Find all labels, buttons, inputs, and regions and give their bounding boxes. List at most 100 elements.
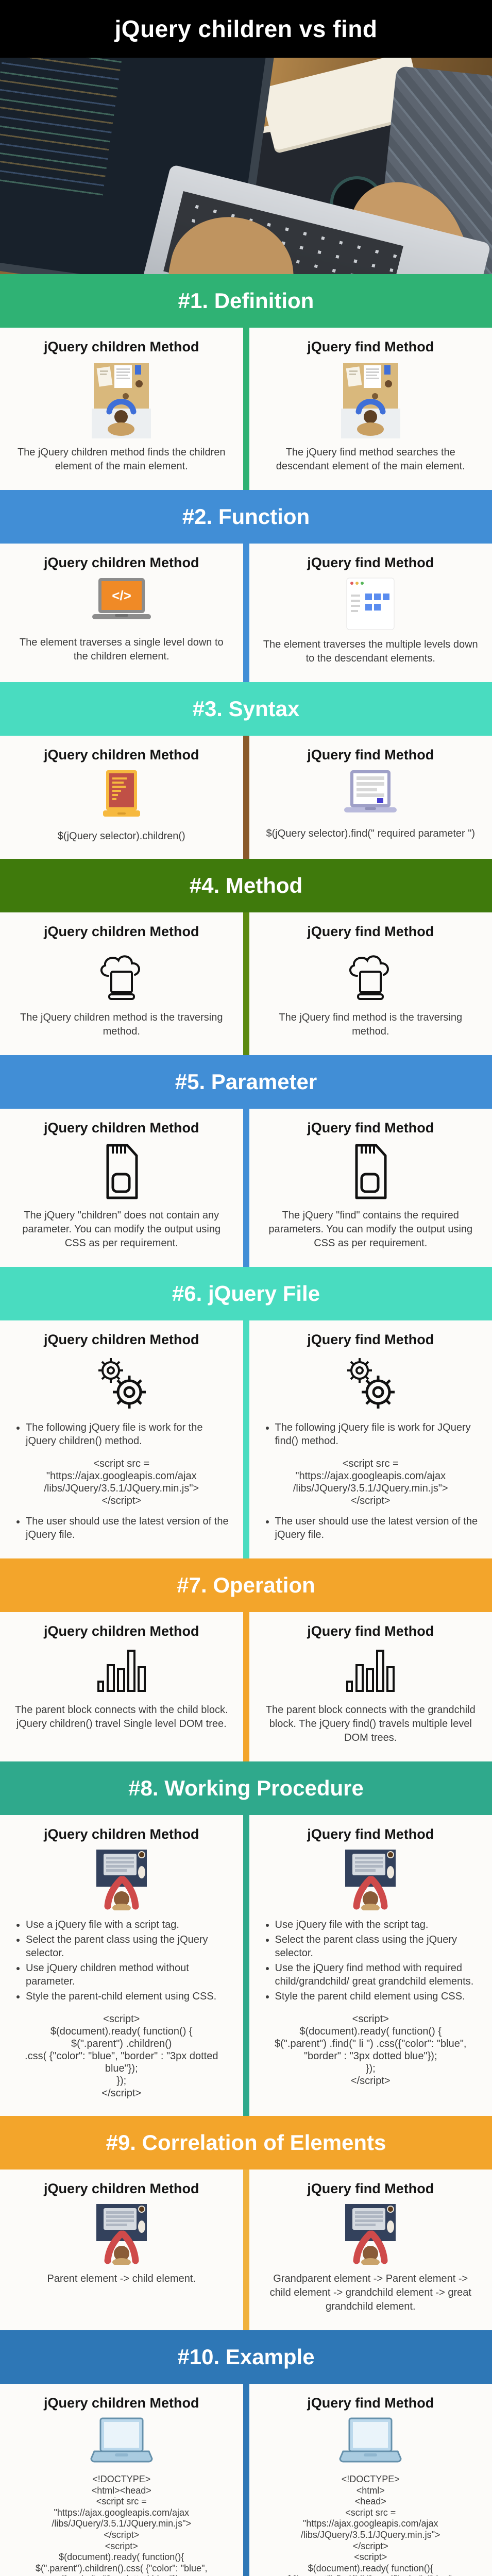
bar-chart-icon: [91, 1646, 152, 1696]
column-title: jQuery find Method: [307, 1826, 434, 1842]
cloud-device-icon: [91, 946, 152, 1004]
section-content: jQuery children Method </> The element tra…: [0, 544, 492, 682]
section-col-left: jQuery children Method <!DOCTYPE> <html><…: [0, 2384, 243, 2576]
gears-icon: [90, 1354, 153, 1413]
laptop-code-icon: </>: [83, 577, 160, 629]
body-text: The jQuery "children" does not contain a…: [22, 1210, 221, 1249]
column-divider: [243, 912, 249, 1055]
section-10: #10. Example jQuery children Method <!DOCT…: [0, 2330, 492, 2576]
section-banner: #6. jQuery File: [0, 1267, 492, 1320]
column-divider: [243, 1612, 249, 1761]
section-content: jQuery children Method Parent element -> …: [0, 2170, 492, 2330]
column-title: jQuery find Method: [307, 1120, 434, 1136]
section-content: jQuery children Method $(jQuery selector)…: [0, 736, 492, 859]
section-col-left: jQuery children Method The jQuery childre…: [0, 912, 243, 1055]
sd-card-icon: [98, 1142, 145, 1201]
section-col-right: jQuery find Method $(jQuery selector).fin…: [249, 736, 492, 859]
section-col-right: jQuery find Method The parent block conne…: [249, 1612, 492, 1761]
code-block: <script src = "https://ajax.googleapis.c…: [293, 1458, 448, 1506]
body-text: The jQuery children method finds the chi…: [17, 447, 226, 472]
title-bar: jQuery children vs find: [0, 0, 492, 58]
column-title: jQuery children Method: [43, 1120, 199, 1136]
body-text: The parent block connects with the child…: [14, 1704, 228, 1730]
desk-person-icon: [341, 361, 400, 438]
bullet-list: The following jQuery file is work for JQ…: [262, 1419, 480, 1449]
section-banner-title: #1. Definition: [178, 289, 314, 313]
gears-icon: [339, 1354, 402, 1413]
code-block: <!DOCTYPE> <html> <head> <script src = "…: [287, 2474, 454, 2576]
bullet-item: The user should use the latest version o…: [26, 1515, 231, 1541]
section-col-right: jQuery find Method Use jQuery file with t…: [249, 1815, 492, 2116]
section-col-left: jQuery children Method Parent element -> …: [0, 2170, 243, 2330]
laptop-blue-icon: [332, 2417, 409, 2465]
column-title: jQuery children Method: [43, 1623, 199, 1639]
bullet-item: Select the parent class using the jQuery…: [26, 1933, 231, 1960]
typing-person-icon: [337, 2203, 404, 2265]
section-1: #1. Definition jQuery children Method The …: [0, 274, 492, 490]
section-banner-title: #5. Parameter: [175, 1070, 317, 1094]
bullet-item: Use a jQuery file with a script tag.: [26, 1918, 231, 1931]
column-title: jQuery find Method: [307, 2181, 434, 2196]
bar-chart-icon: [340, 1646, 401, 1696]
section-col-left: jQuery children Method $(jQuery selector)…: [0, 736, 243, 859]
section-col-right: jQuery find Method <!DOCTYPE> <html> <hea…: [249, 2384, 492, 2576]
code-block: $(jQuery selector).children(): [57, 831, 185, 842]
section-content: jQuery children Method Use a jQuery file …: [0, 1815, 492, 2116]
section-col-right: jQuery find Method The following jQuery f…: [249, 1320, 492, 1558]
bullet-item: Use jQuery file with the script tag.: [275, 1918, 480, 1931]
body-text: Parent element -> child element.: [47, 2273, 196, 2284]
column-title: jQuery children Method: [43, 747, 199, 762]
column-divider: [243, 1320, 249, 1558]
section-banner-title: #9. Correlation of Elements: [106, 2130, 386, 2155]
section-banner-title: #6. jQuery File: [172, 1281, 320, 1306]
section-content: jQuery children Method The parent block c…: [0, 1612, 492, 1761]
section-content: jQuery children Method The jQuery childre…: [0, 912, 492, 1055]
column-title: jQuery find Method: [307, 555, 434, 570]
bullet-list: The user should use the latest version o…: [262, 1513, 480, 1543]
body-text: The jQuery find method is the traversing…: [279, 1012, 463, 1037]
page-title: jQuery children vs find: [114, 15, 378, 42]
column-title: jQuery children Method: [43, 2395, 199, 2411]
section-banner: #4. Method: [0, 859, 492, 912]
section-banner: #9. Correlation of Elements: [0, 2116, 492, 2170]
section-banner: #7. Operation: [0, 1558, 492, 1612]
clipboard-icon: [90, 769, 153, 821]
code-block: <script> $(document).ready( function() {…: [275, 2013, 467, 2087]
section-banner: #2. Function: [0, 490, 492, 544]
column-title: jQuery find Method: [307, 924, 434, 939]
body-text: Grandparent element -> Parent element ->…: [269, 2273, 471, 2312]
desk-person-icon: [92, 361, 151, 438]
column-title: jQuery children Method: [43, 339, 199, 354]
typing-person-icon: [88, 1849, 155, 1910]
bullet-item: Style the parent child element using CSS…: [275, 1990, 480, 2003]
section-col-right: jQuery find Method The jQuery find method…: [249, 912, 492, 1055]
typing-person-icon: [88, 2203, 155, 2265]
header-photo: [0, 58, 492, 274]
section-banner-title: #4. Method: [189, 873, 303, 897]
section-col-left: jQuery children Method The jQuery childre…: [0, 328, 243, 490]
body-text: The element traverses a single level dow…: [19, 637, 224, 662]
column-title: jQuery find Method: [307, 1623, 434, 1639]
column-divider: [243, 2384, 249, 2576]
laptop-blue-icon: [83, 2417, 160, 2465]
section-3: #3. Syntax jQuery children Method $(jQuery…: [0, 682, 492, 859]
column-divider: [243, 1815, 249, 2116]
section-7: #7. Operation jQuery children Method The p…: [0, 1558, 492, 1761]
section-5: #5. Parameter jQuery children Method The j…: [0, 1055, 492, 1267]
svg-text:</>: </>: [112, 588, 131, 603]
section-banner-title: #10. Example: [177, 2345, 315, 2369]
body-text: The jQuery "find" contains the required …: [268, 1210, 473, 1249]
section-content: jQuery children Method The jQuery "childr…: [0, 1109, 492, 1267]
laptop-document-icon: [332, 769, 409, 818]
section-2: #2. Function jQuery children Method </> The…: [0, 490, 492, 682]
section-col-left: jQuery children Method The following jQue…: [0, 1320, 243, 1558]
section-banner-title: #7. Operation: [177, 1573, 315, 1597]
section-banner-title: #2. Function: [182, 504, 310, 529]
column-divider: [243, 544, 249, 682]
bullet-item: Use jQuery children method without param…: [26, 1961, 231, 1988]
column-title: jQuery find Method: [307, 747, 434, 762]
bullet-list: Use jQuery file with the script tag. Sele…: [262, 1917, 480, 2005]
body-text: The element traverses the multiple level…: [263, 639, 478, 664]
code-block: <script src = "https://ajax.googleapis.c…: [44, 1458, 199, 1506]
